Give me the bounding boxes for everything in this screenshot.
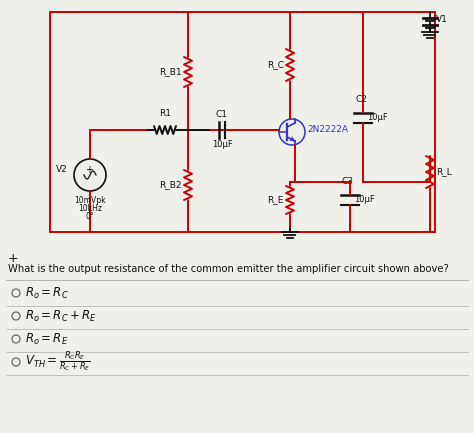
Text: What is the output resistance of the common emitter the amplifier circuit shown : What is the output resistance of the com… (8, 264, 449, 274)
Text: R_C: R_C (267, 61, 284, 70)
Text: V1: V1 (436, 15, 448, 24)
Text: 10mVpk: 10mVpk (74, 196, 106, 205)
Text: 10μF: 10μF (211, 140, 232, 149)
Text: 10kHz: 10kHz (78, 204, 102, 213)
Text: R_L: R_L (436, 168, 452, 177)
Text: $R_o = R_C$: $R_o = R_C$ (25, 285, 69, 301)
Text: $R_o = R_C + R_E$: $R_o = R_C + R_E$ (25, 308, 97, 323)
Text: V2: V2 (56, 165, 68, 174)
Text: R_E: R_E (268, 196, 284, 204)
Text: 10μF: 10μF (367, 113, 388, 123)
Text: +: + (8, 252, 18, 265)
Text: R_B1: R_B1 (159, 68, 182, 77)
Text: $V_{TH} = \frac{R_C R_E}{R_C + R_E}$: $V_{TH} = \frac{R_C R_E}{R_C + R_E}$ (25, 350, 91, 374)
Text: 10μF: 10μF (354, 196, 375, 204)
Text: R_B2: R_B2 (159, 181, 182, 190)
Text: 2N2222A: 2N2222A (307, 126, 348, 135)
Text: C2: C2 (355, 95, 367, 104)
Text: 0°: 0° (86, 212, 94, 221)
Text: $R_o = R_E$: $R_o = R_E$ (25, 331, 68, 346)
Text: C1: C1 (216, 110, 228, 119)
Text: +: + (85, 165, 93, 175)
Text: C3: C3 (342, 177, 354, 186)
Text: R1: R1 (159, 109, 171, 118)
